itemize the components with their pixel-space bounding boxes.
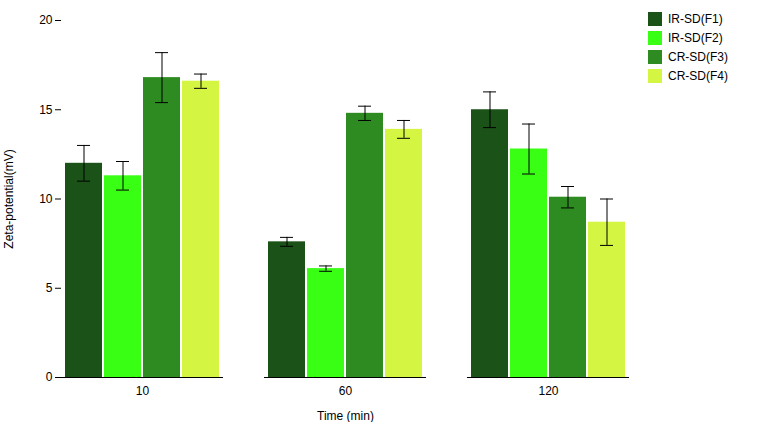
svg-text:120: 120 (538, 384, 558, 398)
svg-text:Zeta-potential(mV): Zeta-potential(mV) (2, 149, 16, 248)
html-text:CR-SD(F3): CR-SD(F3) (668, 50, 728, 64)
svg-text:10: 10 (136, 384, 150, 398)
svg-text:10: 10 (39, 192, 53, 206)
svg-text:0: 0 (46, 370, 53, 384)
html-text:IR-SD(F1): IR-SD(F1) (668, 12, 723, 26)
html-text:IR-SD(F2): IR-SD(F2) (668, 31, 723, 45)
svg-text:15: 15 (39, 103, 53, 117)
svg-text:60: 60 (339, 384, 353, 398)
svg-text:5: 5 (46, 281, 53, 295)
svg-text:20: 20 (39, 13, 53, 27)
svg-text:Time (min): Time (min) (317, 409, 374, 422)
html-text:CR-SD(F4): CR-SD(F4) (668, 69, 728, 83)
